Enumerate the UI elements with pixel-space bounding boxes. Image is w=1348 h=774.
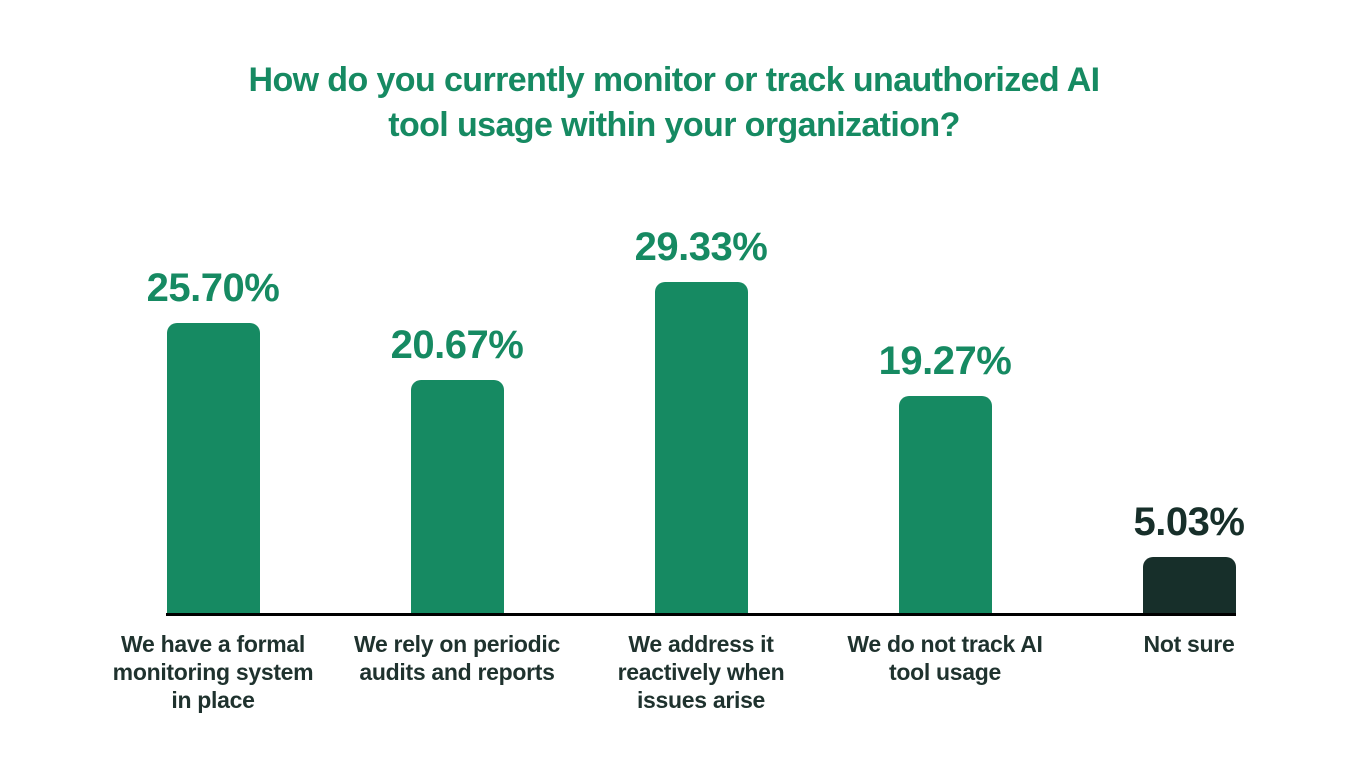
bar-group-periodic-audits: 20.67% xyxy=(335,0,579,614)
category-label: We rely on periodic audits and reports xyxy=(353,631,561,685)
chart-title-line1: How do you currently monitor or track un… xyxy=(248,61,1100,99)
bar-group-no-tracking: 19.27% xyxy=(823,0,1067,614)
category-cell: Not sure xyxy=(1067,630,1311,714)
bar xyxy=(166,323,260,614)
bar-value-label: 5.03% xyxy=(1133,500,1245,544)
category-label: Not sure xyxy=(1143,631,1235,657)
bar xyxy=(1142,557,1236,614)
bar-value-label: 25.70% xyxy=(146,266,280,310)
category-cell: We do not track AI tool usage xyxy=(823,630,1067,714)
bar-group-formal-monitoring: 25.70% xyxy=(91,0,335,614)
chart-title: How do you currently monitor or track un… xyxy=(0,58,1348,148)
category-label: We address it reactively when issues ari… xyxy=(617,631,785,713)
x-axis-line xyxy=(166,613,1236,616)
bar-value-label: 29.33% xyxy=(634,225,768,269)
bar-value-label: 19.27% xyxy=(878,339,1012,383)
bar-group-reactive: 29.33% xyxy=(579,0,823,614)
category-cell: We address it reactively when issues ari… xyxy=(579,630,823,714)
bar xyxy=(898,396,992,614)
bar xyxy=(410,380,504,614)
category-cell: We have a formal monitoring system in pl… xyxy=(91,630,335,714)
category-label: We have a formal monitoring system in pl… xyxy=(112,631,314,713)
bar xyxy=(654,282,748,614)
category-cell: We rely on periodic audits and reports xyxy=(335,630,579,714)
category-label: We do not track AI tool usage xyxy=(847,631,1043,685)
plot-area: 25.70% 20.67% 29.33% 19.27% 5.03% xyxy=(91,0,1311,614)
chart-title-line2: tool usage within your organization? xyxy=(388,106,960,144)
x-axis-labels: We have a formal monitoring system in pl… xyxy=(91,630,1311,714)
bar-value-label: 20.67% xyxy=(390,323,524,367)
bar-group-not-sure: 5.03% xyxy=(1067,0,1311,614)
